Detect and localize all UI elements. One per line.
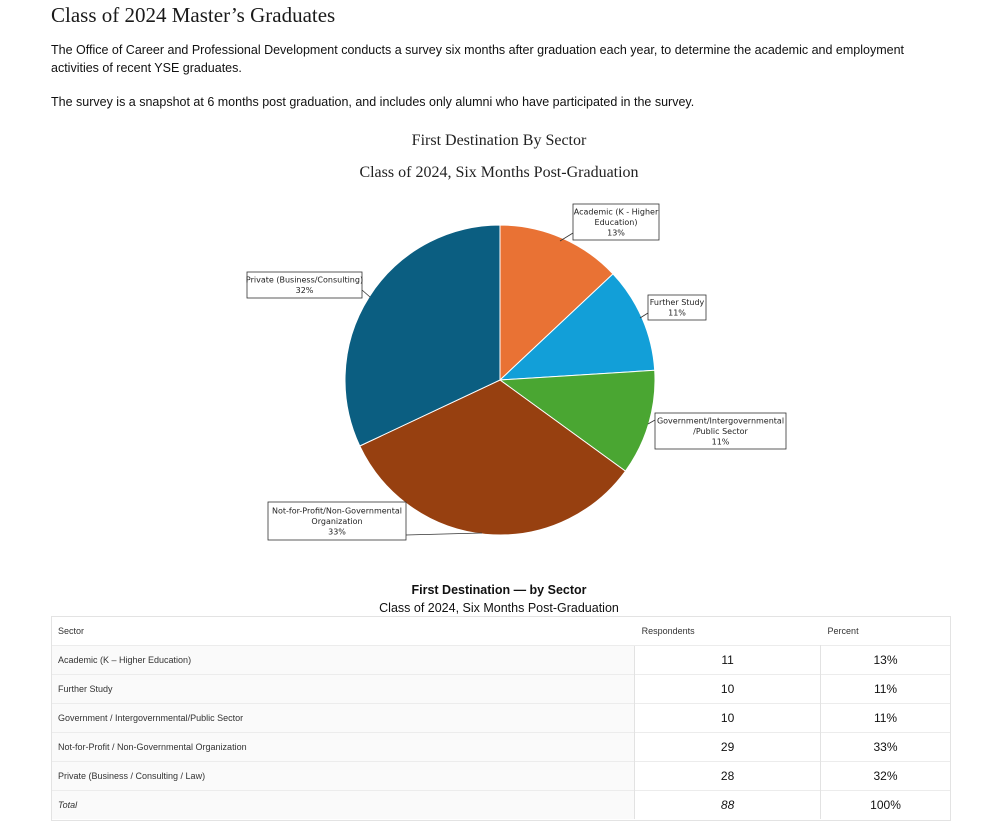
slice-label: Not-for-Profit/Non-Governmental — [272, 506, 402, 515]
slice-percent-label: 33% — [328, 527, 346, 536]
slice-callout: Not-for-Profit/Non-Governmental Organizat… — [267, 501, 483, 541]
table-title: First Destination — by Sector — [411, 583, 587, 597]
total-label: Total — [51, 790, 635, 819]
slice-callout: Further Study 11% — [639, 294, 707, 321]
pie-chart: Academic (K - Higher Education)13% Further… — [246, 203, 787, 541]
slice-label: Further Study — [650, 298, 705, 307]
respondents-cell: 29 — [634, 732, 822, 762]
sector-cell: Government / Intergovernmental/Public Se… — [51, 703, 635, 733]
slice-label: Education) — [595, 218, 638, 227]
table-row: Not-for-Profit / Non-Governmental Organi… — [51, 732, 951, 762]
slice-label: Government/Intergovernmental — [657, 416, 784, 425]
callout-box — [647, 294, 707, 321]
sector-table: Sector Respondents Percent Academic (K –… — [51, 616, 951, 819]
table-row: Government / Intergovernmental/Public Se… — [51, 703, 951, 733]
respondents-cell: 28 — [634, 761, 822, 791]
sector-cell: Not-for-Profit / Non-Governmental Organi… — [51, 732, 635, 762]
header-percent: Percent — [820, 616, 951, 646]
percent-cell: 32% — [820, 761, 951, 791]
sector-cell: Private (Business / Consulting / Law) — [51, 761, 635, 791]
slice-percent-label: 11% — [712, 437, 730, 446]
callout-box — [572, 203, 660, 241]
total-percent: 100% — [820, 790, 951, 819]
page-title: Class of 2024 Master’s Graduates — [51, 3, 336, 27]
chart-title: First Destination By Sector — [411, 132, 587, 149]
table-row: Academic (K – Higher Education) 11 13% — [51, 645, 951, 675]
header-respondents: Respondents — [634, 616, 821, 646]
callout-leader-line — [405, 532, 483, 536]
slice-label: Academic (K - Higher — [574, 207, 659, 216]
slice-percent-label: 11% — [668, 309, 686, 318]
pie-slice-1 — [498, 273, 656, 381]
respondents-cell: 10 — [634, 674, 822, 704]
callout-leader-line — [361, 289, 371, 298]
percent-cell: 11% — [820, 703, 951, 733]
table-header-row: Sector Respondents Percent — [51, 616, 951, 646]
slice-percent-label: 32% — [296, 286, 314, 295]
pie-slice-3 — [359, 379, 627, 536]
percent-cell: 11% — [820, 674, 951, 704]
callout-leader-line — [639, 312, 649, 319]
slice-percent-label: 13% — [607, 228, 625, 237]
slice-label: /Public Sector — [693, 427, 748, 436]
pie-slice-4 — [344, 224, 501, 447]
table-total-row: Total 88 100% — [51, 790, 951, 819]
callout-box — [654, 412, 787, 450]
callout-leader-line — [647, 419, 656, 425]
slice-callout: Government/Intergovernmental/Public Sect… — [647, 412, 787, 450]
header-sector: Sector — [51, 616, 635, 646]
table-subtitle: Class of 2024, Six Months Post-Graduatio… — [379, 601, 619, 615]
slice-callout: Private (Business/Consulting)32% — [246, 271, 371, 299]
table-row: Further Study 10 11% — [51, 674, 951, 704]
sector-cell: Academic (K – Higher Education) — [51, 645, 635, 675]
table-row: Private (Business / Consulting / Law) 28… — [51, 761, 951, 791]
percent-cell: 13% — [820, 645, 951, 675]
slice-label: Organization — [311, 517, 362, 526]
callout-box — [246, 271, 363, 299]
sector-cell: Further Study — [51, 674, 635, 704]
callout-leader-line — [559, 232, 574, 242]
percent-cell: 33% — [820, 732, 951, 762]
intro-paragraph: The Office of Career and Professional De… — [51, 43, 905, 75]
slice-label: Private (Business/Consulting) — [246, 276, 363, 285]
respondents-cell: 10 — [634, 703, 822, 733]
respondents-cell: 11 — [634, 645, 822, 675]
pie-slice-0 — [499, 224, 614, 382]
survey-note: The survey is a snapshot at 6 months pos… — [51, 95, 695, 109]
callout-box — [267, 501, 407, 541]
chart-subtitle: Class of 2024, Six Months Post-Graduatio… — [359, 164, 639, 181]
slice-callout: Academic (K - Higher Education)13% — [559, 203, 660, 242]
total-respondents: 88 — [634, 790, 822, 819]
